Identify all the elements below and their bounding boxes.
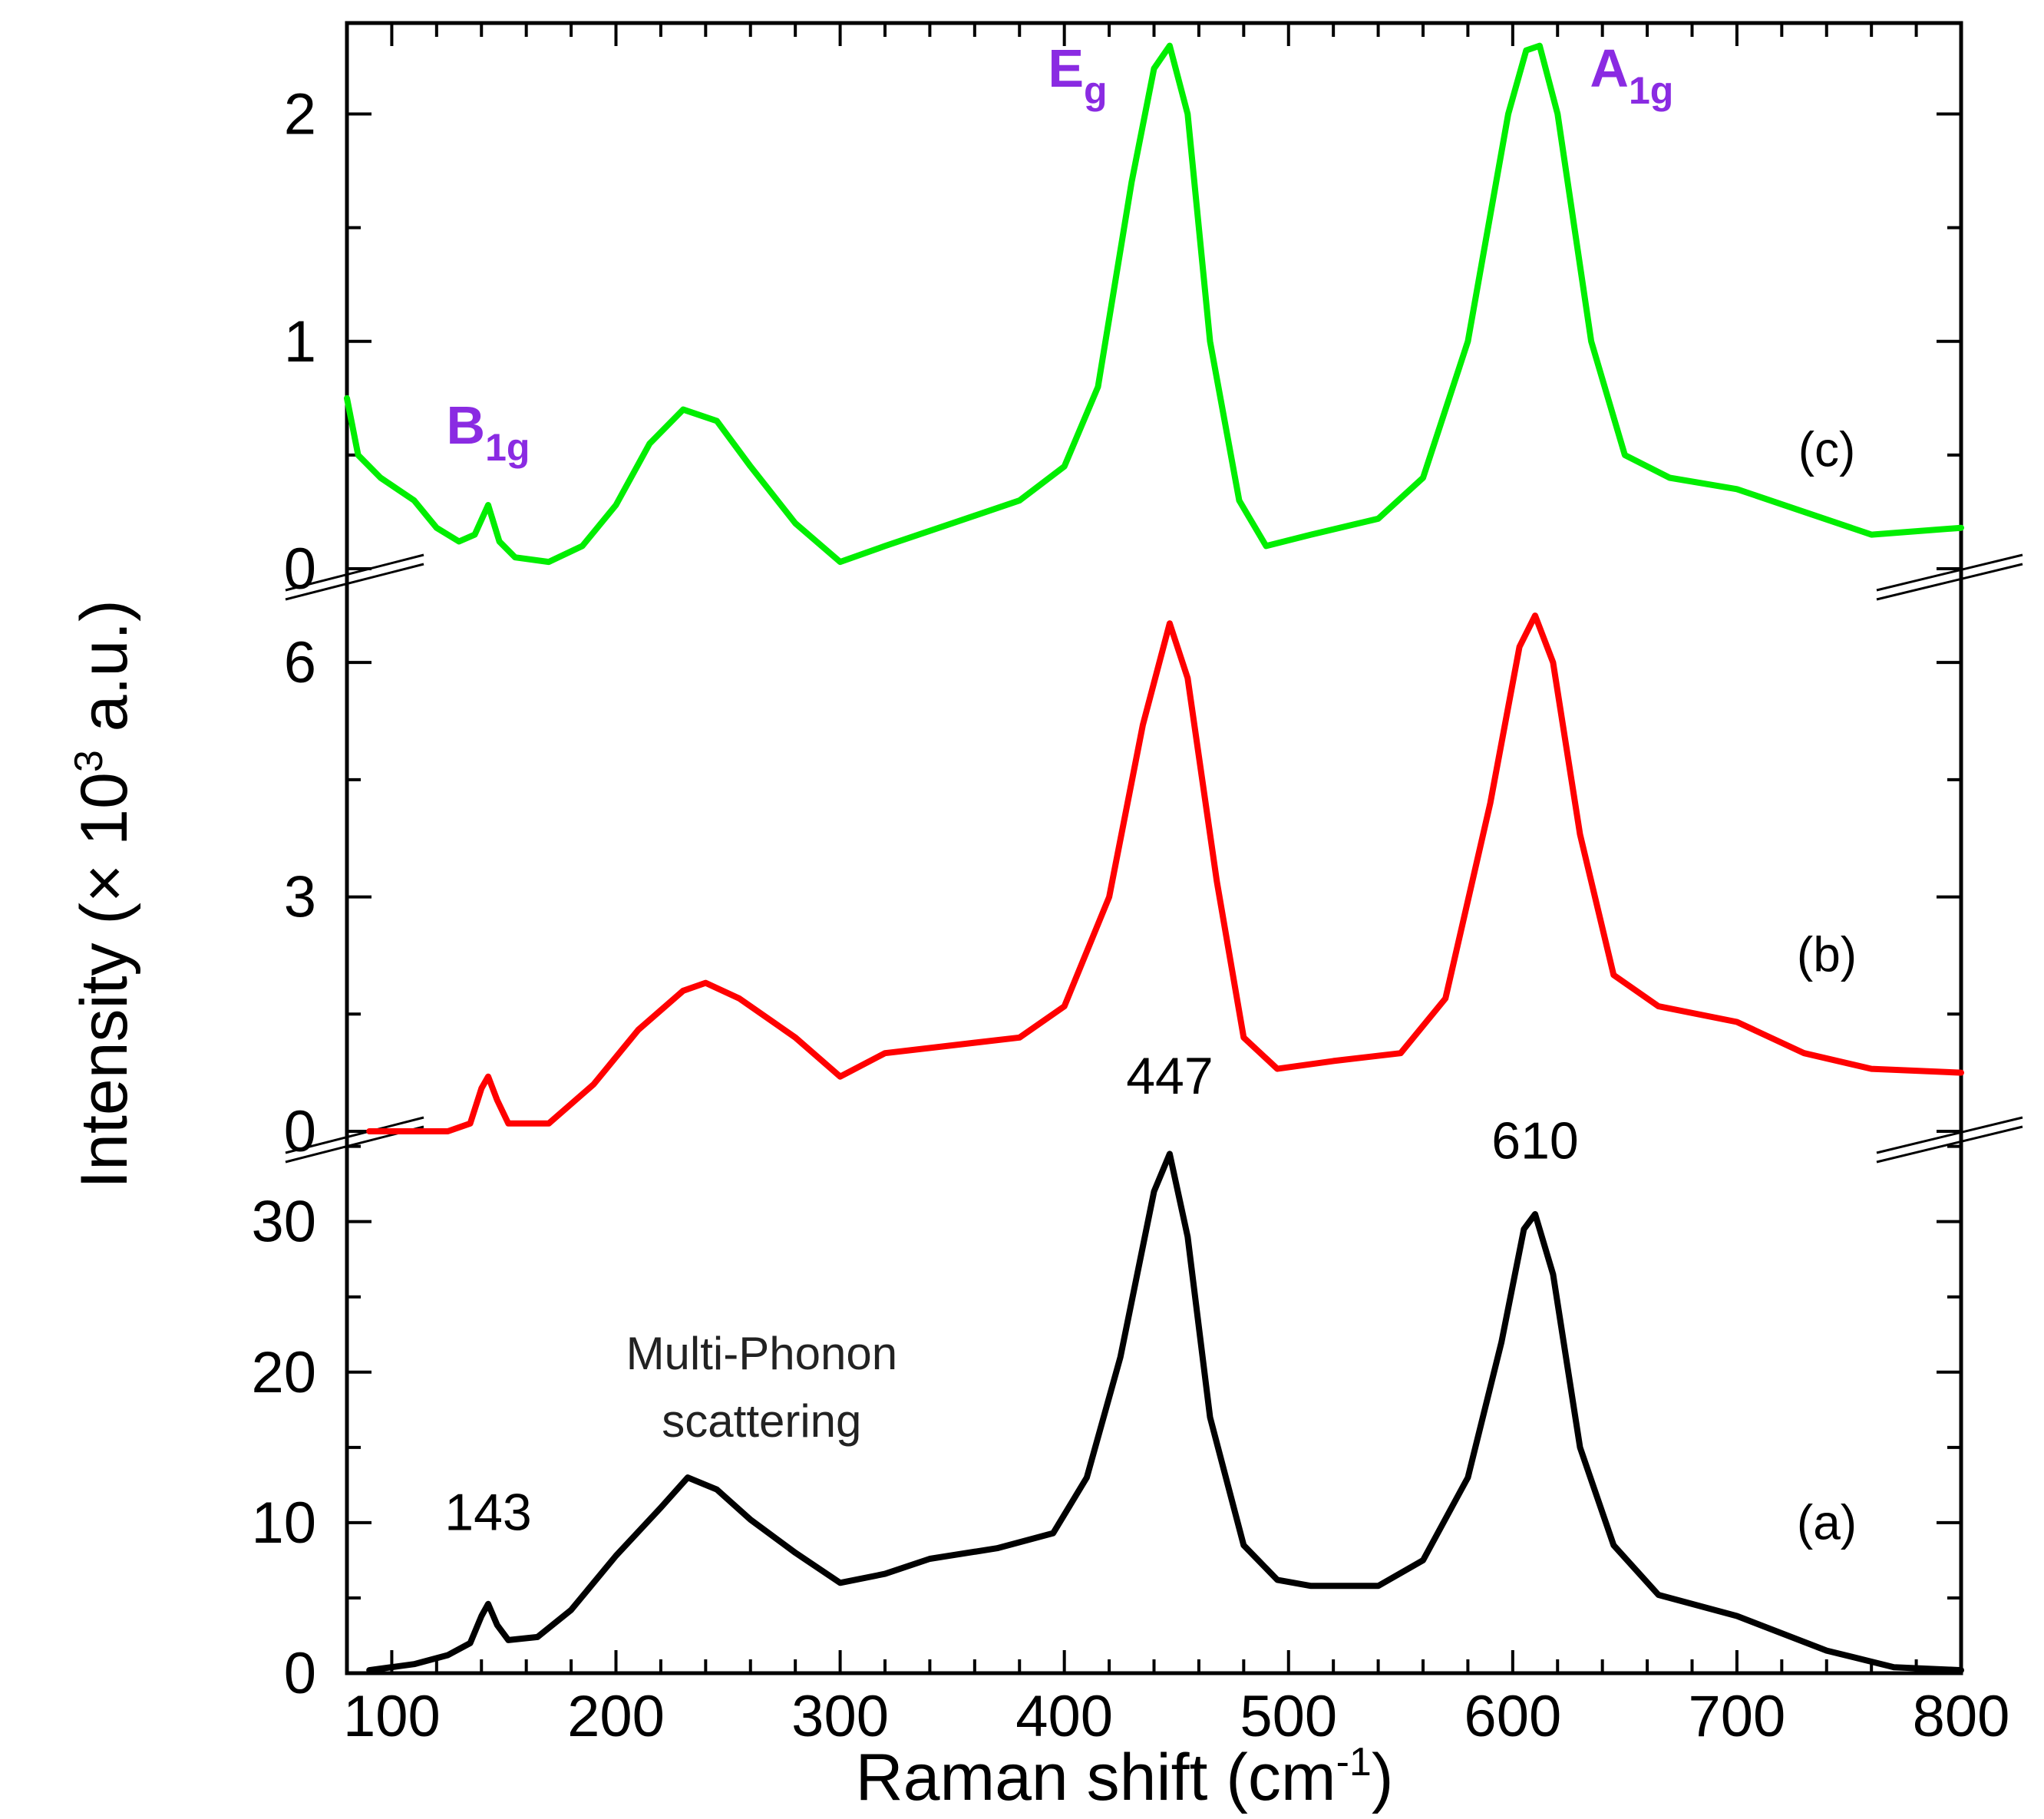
axis-break-mark [1876, 1116, 2023, 1154]
y-tick-label-c: 0 [284, 536, 316, 602]
x-axis-title: Raman shift (cm-1) [856, 1740, 1394, 1814]
y-axis-title: Intensity (× 103 a.u.) [67, 599, 141, 1189]
panel-label-c: (c) [1798, 422, 1856, 477]
y-tick-label-a: 10 [251, 1491, 316, 1556]
plot-frame [345, 21, 1963, 1675]
panel-label-b: (b) [1797, 926, 1857, 982]
axis-break-mark [285, 553, 424, 592]
x-tick-label: 300 [791, 1684, 889, 1749]
y-tick-label-b: 0 [284, 1099, 316, 1164]
axis-break-mark [1876, 1125, 2023, 1164]
axis-break-mark [1876, 553, 2023, 592]
y-tick-label-a: 20 [251, 1340, 316, 1405]
y-tick-label-b: 3 [284, 865, 316, 930]
multi-phonon-note: Multi-Phonon [626, 1328, 898, 1379]
x-tick-label: 400 [1015, 1684, 1113, 1749]
y-tick-label-a: 30 [251, 1190, 316, 1255]
y-tick-label-a: 0 [284, 1641, 316, 1706]
peak-annotation: 143 [444, 1484, 531, 1542]
mode-label-eg: Eg [1048, 38, 1107, 112]
series-line-c [344, 42, 1964, 566]
peak-annotation: 610 [1491, 1111, 1578, 1170]
text-layer: 100 200 300 400 500 600 700 8000102030(a)143447… [251, 38, 2009, 1749]
x-tick-label: 700 [1689, 1684, 1786, 1749]
panel-label-a: (a) [1797, 1494, 1857, 1550]
y-tick-label-c: 2 [284, 82, 316, 147]
series-layer [344, 42, 1964, 1674]
peak-annotation: 447 [1126, 1047, 1213, 1105]
mode-label-b1g: B1g [447, 395, 530, 469]
axis-break-mark [1876, 563, 2023, 601]
series-line-b [366, 612, 1964, 1134]
axis-break-mark [285, 563, 424, 601]
y-tick-label-c: 1 [284, 309, 316, 375]
x-tick-label: 600 [1464, 1684, 1561, 1749]
x-tick-label: 100 [343, 1684, 441, 1749]
x-tick-label: 200 [567, 1684, 665, 1749]
y-tick-label-b: 6 [284, 630, 316, 695]
axes-layer [285, 21, 2023, 1675]
axis-break-mark [285, 1116, 424, 1154]
multi-phonon-note: scattering [662, 1395, 861, 1447]
x-tick-label: 800 [1913, 1684, 2010, 1749]
series-line-a [366, 1150, 1964, 1674]
mode-label-a1g: A1g [1590, 38, 1673, 112]
x-tick-label: 500 [1240, 1684, 1337, 1749]
